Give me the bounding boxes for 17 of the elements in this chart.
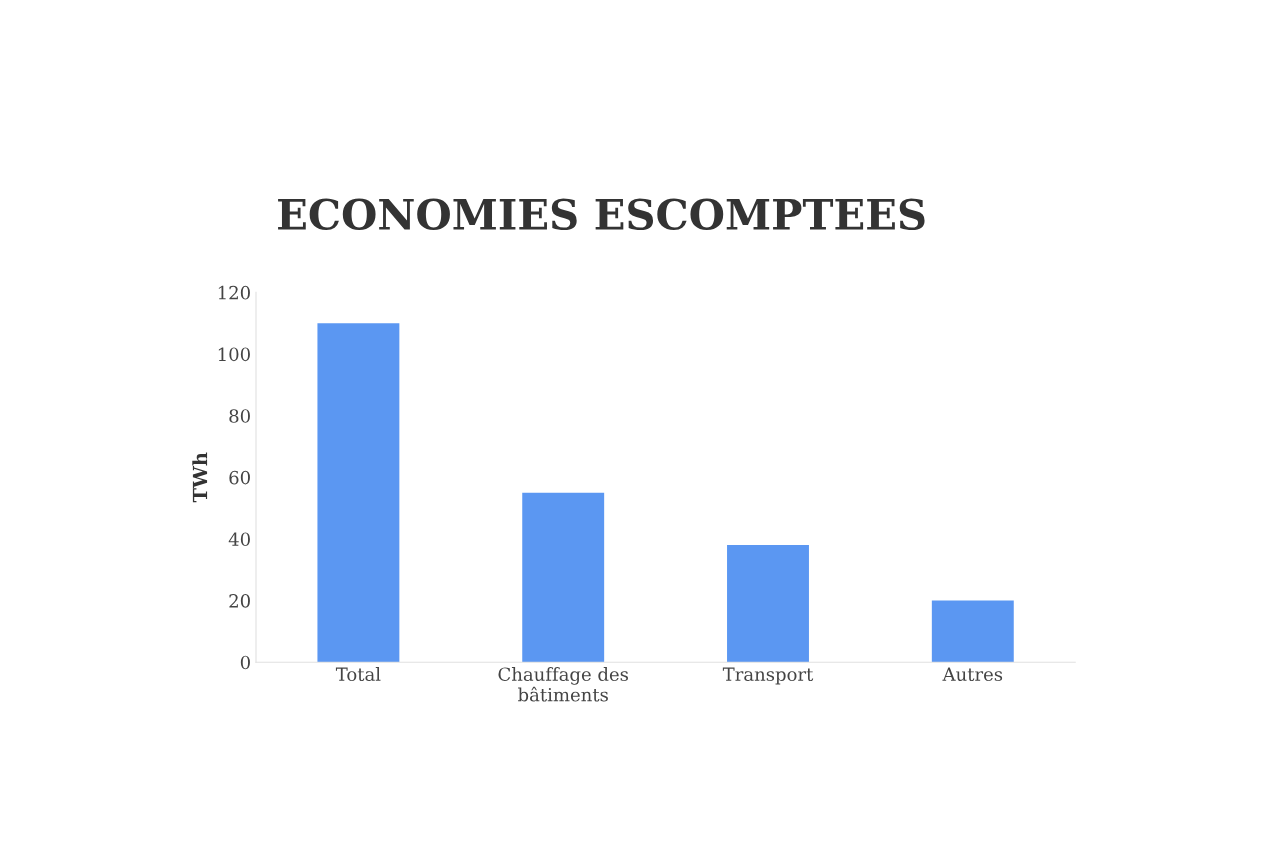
bar [727,545,809,663]
bar [317,323,400,663]
y-axis-title: TWh [192,452,208,503]
y-tick-label: 40 [228,532,250,547]
y-tick-label: 120 [218,285,250,300]
y-tick-label: 60 [229,470,250,485]
y-tick-label: 100 [218,347,250,362]
x-tick-label: Transport [722,667,814,685]
y-tick-label: 0 [240,655,250,670]
bar [931,600,1014,663]
x-tick-label: Total [335,667,381,682]
x-tick-label: Autres [942,667,1003,682]
y-tick-label: 20 [229,594,250,608]
chart-title: ECONOMIES ESCOMPTEES [278,198,925,231]
x-tick-label: Chauffage des bâtiments [498,667,628,702]
y-tick-label: 80 [229,409,250,423]
bar [522,492,605,663]
